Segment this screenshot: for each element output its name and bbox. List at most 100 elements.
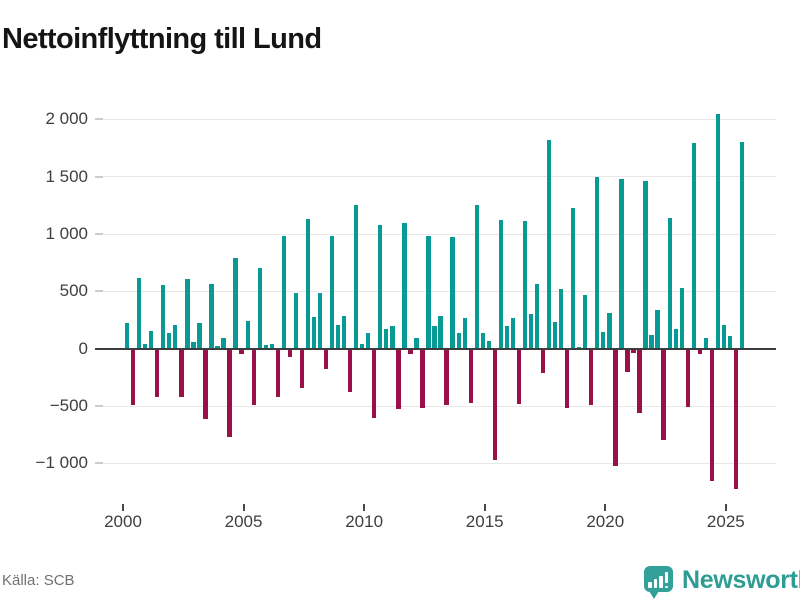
x-tick-2010 bbox=[363, 504, 366, 511]
bar-2023-q1 bbox=[679, 287, 684, 349]
bar-2003-q1 bbox=[197, 323, 202, 349]
bar-2022-q1 bbox=[655, 310, 660, 349]
bar-2013-q4 bbox=[456, 333, 461, 349]
bar-2021-q2 bbox=[637, 348, 642, 414]
bar-2019-q3 bbox=[595, 176, 600, 349]
bar-2011-q1 bbox=[390, 326, 395, 349]
bar-2016-q4 bbox=[528, 313, 534, 349]
bar-2003-q3 bbox=[209, 284, 214, 349]
bar-2017-q4 bbox=[552, 322, 558, 349]
bar-2001-q2 bbox=[155, 348, 160, 397]
bar-2015-q4 bbox=[504, 325, 510, 349]
bar-2005-q1 bbox=[245, 320, 250, 349]
bar-2012-q1 bbox=[414, 338, 419, 349]
bar-2010-q3 bbox=[378, 224, 383, 349]
bar-2020-q3 bbox=[619, 179, 624, 349]
x-tick-2000 bbox=[122, 504, 124, 511]
bar-2001-q1 bbox=[149, 330, 154, 349]
gridline-2000 bbox=[103, 118, 776, 120]
x-axis-label-2020: 2020 bbox=[586, 512, 625, 531]
bar-2018-q3 bbox=[571, 207, 576, 349]
bar-2007-q4 bbox=[311, 317, 317, 349]
bar-2009-q1 bbox=[341, 316, 347, 349]
y-axis-label-500: 500 bbox=[59, 281, 88, 301]
newsworthy-barchart-icon bbox=[644, 565, 674, 599]
bar-2020-q4 bbox=[625, 348, 630, 372]
bar-2005-q3 bbox=[257, 268, 262, 349]
y-axis-label-1500: 1 500 bbox=[45, 166, 88, 186]
bar-2008-q1 bbox=[317, 292, 323, 349]
bar-2011-q3 bbox=[402, 222, 407, 349]
bar-2010-q4 bbox=[384, 329, 389, 349]
y-tick-1500 bbox=[95, 175, 103, 178]
bar-2016-q1 bbox=[510, 317, 516, 349]
y-axis-label--500: −500 bbox=[49, 396, 88, 416]
bar-2025-q2 bbox=[733, 348, 739, 489]
bar-2020-q2 bbox=[613, 348, 618, 466]
bar-2014-q4 bbox=[480, 332, 485, 349]
bar-2025-q1 bbox=[727, 336, 733, 349]
bar-2015-q3 bbox=[498, 220, 503, 349]
bar-2019-q1 bbox=[583, 295, 588, 349]
x-tick-2020 bbox=[604, 504, 607, 511]
bar-2017-q1 bbox=[534, 283, 540, 349]
bar-2004-q1 bbox=[221, 338, 226, 349]
bar-2020-q1 bbox=[607, 313, 612, 349]
bar-2006-q3 bbox=[281, 236, 286, 349]
bar-2017-q2 bbox=[540, 348, 546, 373]
bar-2001-q3 bbox=[161, 285, 166, 349]
newsworthy-logo: Newsworthy bbox=[644, 565, 800, 599]
bar-2000-q3 bbox=[137, 278, 142, 349]
bar-2017-q3 bbox=[546, 140, 552, 349]
bar-2007-q3 bbox=[305, 219, 311, 349]
bar-2006-q4 bbox=[287, 348, 293, 357]
bar-2011-q4 bbox=[408, 348, 413, 355]
bar-2018-q2 bbox=[565, 348, 570, 408]
bar-2014-q1 bbox=[462, 318, 467, 349]
bar-2011-q2 bbox=[396, 348, 401, 410]
y-axis-label-0: 0 bbox=[78, 338, 88, 358]
chart-title: Nettoinflyttning till Lund bbox=[2, 23, 322, 56]
bar-2013-q2 bbox=[444, 348, 449, 406]
bar-2010-q2 bbox=[372, 348, 377, 419]
y-axis-label--1000: −1 000 bbox=[35, 453, 88, 473]
bar-2021-q4 bbox=[649, 334, 654, 349]
x-tick-2005 bbox=[242, 504, 245, 511]
x-axis-label-2000: 2000 bbox=[104, 512, 142, 531]
bar-2015-q1 bbox=[486, 340, 491, 349]
bar-2024-q1 bbox=[703, 338, 708, 349]
bar-2010-q1 bbox=[366, 332, 371, 349]
y-tick-2000 bbox=[95, 118, 103, 121]
x-axis-label-2025: 2025 bbox=[706, 512, 745, 531]
gridline-500 bbox=[103, 290, 776, 292]
bar-2009-q2 bbox=[348, 348, 353, 392]
gridline-1500 bbox=[103, 176, 776, 178]
bar-2002-q3 bbox=[185, 278, 190, 349]
bar-2022-q2 bbox=[661, 348, 666, 441]
bar-2013-q3 bbox=[450, 236, 455, 349]
bar-2005-q4 bbox=[263, 345, 268, 349]
gridline-1000 bbox=[103, 233, 776, 235]
bar-2019-q4 bbox=[601, 331, 606, 349]
bar-2015-q2 bbox=[492, 348, 497, 460]
bar-2007-q1 bbox=[293, 293, 299, 349]
bar-2001-q4 bbox=[167, 332, 172, 349]
bar-2016-q2 bbox=[516, 348, 522, 404]
bar-2008-q4 bbox=[335, 324, 341, 349]
bar-2024-q4 bbox=[721, 325, 727, 349]
x-tick-2025 bbox=[724, 504, 727, 511]
logo-bubble-tail bbox=[649, 591, 659, 599]
bar-2007-q2 bbox=[299, 348, 305, 388]
bar-2024-q3 bbox=[715, 113, 721, 349]
bar-2024-q2 bbox=[709, 348, 714, 481]
y-tick-1000 bbox=[95, 233, 103, 236]
bar-2006-q1 bbox=[269, 344, 274, 349]
bar-2000-q2 bbox=[130, 348, 136, 405]
bar-2022-q3 bbox=[667, 217, 672, 349]
bar-2022-q4 bbox=[673, 328, 678, 349]
bar-2003-q4 bbox=[215, 345, 220, 349]
bar-2023-q2 bbox=[685, 348, 690, 408]
zero-axis-line bbox=[98, 347, 776, 350]
bar-2004-q3 bbox=[233, 258, 238, 349]
